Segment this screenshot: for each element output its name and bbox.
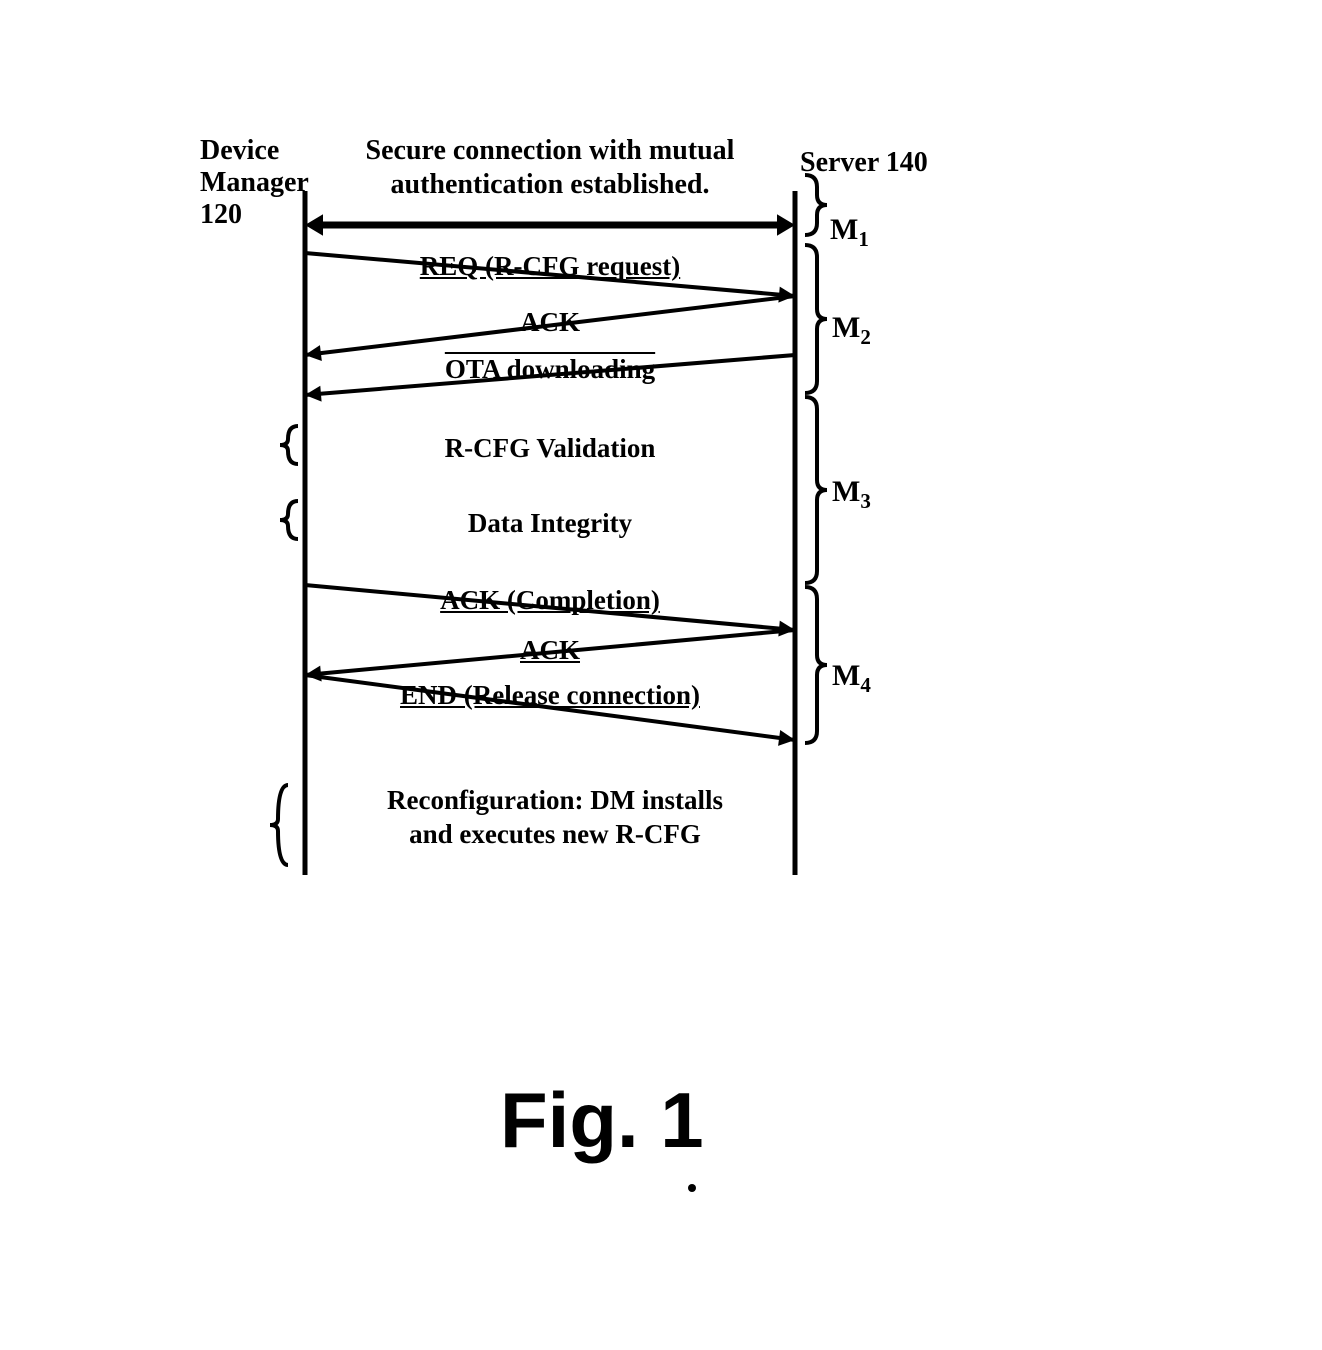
msg-label-0: REQ (R-CFG request) (340, 251, 760, 282)
phase-label-m4: M4 (832, 659, 871, 698)
page: Device Manager 120 Server 140 Secure con… (0, 0, 1322, 1350)
msg-label-4: ACK (340, 635, 760, 666)
self-action-label-2a: Reconfiguration: DM installs (325, 785, 785, 816)
msg-label-5: END (Release connection) (340, 680, 760, 711)
phase-label-m1: M1 (830, 213, 869, 252)
msg-label-3: ACK (Completion) (340, 585, 760, 616)
self-action-label-0: R-CFG Validation (385, 433, 715, 464)
phase-label-m3: M3 (832, 475, 871, 514)
self-action-label-1: Data Integrity (385, 508, 715, 539)
msg-label-1: ACK (340, 307, 760, 338)
figure-caption: Fig. 1 (500, 1075, 704, 1166)
msg-label-2: OTA downloading (340, 354, 760, 385)
self-action-label-2b: and executes new R-CFG (325, 819, 785, 850)
phase-label-m2: M2 (832, 311, 871, 350)
